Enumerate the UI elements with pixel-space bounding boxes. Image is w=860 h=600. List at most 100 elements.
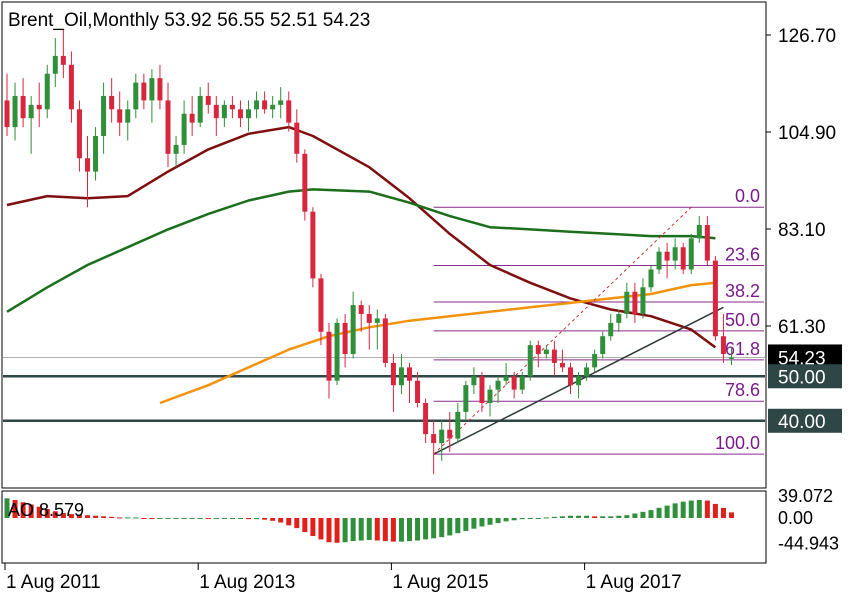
- candle-bullish[interactable]: [221, 100, 227, 128]
- candle-bearish[interactable]: [20, 78, 26, 128]
- candle-bearish[interactable]: [213, 95, 219, 137]
- candle-bearish[interactable]: [479, 371, 485, 412]
- candle-bearish[interactable]: [189, 95, 195, 137]
- candle-bearish[interactable]: [326, 322, 332, 399]
- candle-bearish[interactable]: [559, 349, 565, 372]
- candle-bullish[interactable]: [149, 69, 155, 123]
- candle-bullish[interactable]: [487, 385, 493, 417]
- candle-bullish[interactable]: [93, 127, 99, 181]
- y-axis-tick-label: 104.90: [778, 123, 836, 144]
- candle-bullish[interactable]: [471, 367, 477, 395]
- candle-bearish[interactable]: [68, 51, 74, 123]
- candle-bullish[interactable]: [543, 345, 549, 359]
- candle-bearish[interactable]: [511, 371, 517, 399]
- candle-bullish[interactable]: [133, 73, 139, 119]
- ao-histogram-bar: [262, 518, 268, 520]
- candle-bearish[interactable]: [117, 91, 123, 137]
- candle-bullish[interactable]: [519, 371, 525, 395]
- candle-bullish[interactable]: [44, 64, 50, 119]
- candle-bearish[interactable]: [664, 242, 670, 279]
- candle-bearish[interactable]: [76, 100, 82, 172]
- candle-bullish[interactable]: [334, 318, 340, 386]
- candle-bullish[interactable]: [197, 87, 203, 128]
- candle-bullish[interactable]: [648, 265, 654, 292]
- candle-bullish[interactable]: [101, 82, 107, 154]
- candle-bearish[interactable]: [632, 282, 638, 323]
- candle-bearish[interactable]: [358, 300, 364, 332]
- candle-bearish[interactable]: [447, 411, 453, 452]
- candle-bearish[interactable]: [366, 305, 372, 350]
- candle-bearish[interactable]: [85, 136, 90, 208]
- candle-bullish[interactable]: [374, 309, 380, 350]
- candle-bullish[interactable]: [527, 340, 533, 381]
- candle-bullish[interactable]: [592, 349, 598, 372]
- candle-bearish[interactable]: [431, 420, 437, 475]
- candle-body: [471, 376, 477, 386]
- candle-bullish[interactable]: [672, 238, 678, 270]
- candle-bearish[interactable]: [286, 91, 292, 132]
- candle-body: [463, 385, 469, 412]
- candle-bearish[interactable]: [109, 78, 115, 123]
- candle-bullish[interactable]: [624, 282, 630, 319]
- candle-bearish[interactable]: [407, 362, 412, 403]
- candle-bearish[interactable]: [535, 340, 541, 368]
- candle-bearish[interactable]: [4, 73, 10, 137]
- candle-bullish[interactable]: [656, 247, 662, 274]
- candle-bullish[interactable]: [52, 38, 58, 88]
- candle-bearish[interactable]: [165, 82, 171, 168]
- candle-bullish[interactable]: [495, 376, 501, 403]
- candle-bullish[interactable]: [688, 233, 694, 274]
- candle-bullish[interactable]: [729, 347, 734, 366]
- candle-bearish[interactable]: [551, 340, 557, 377]
- candle-bearish[interactable]: [229, 95, 235, 119]
- candle-bullish[interactable]: [12, 82, 18, 141]
- candle-bearish[interactable]: [720, 313, 726, 363]
- candle-bullish[interactable]: [608, 313, 614, 341]
- ao-histogram-bar: [358, 518, 364, 541]
- candle-bullish[interactable]: [439, 420, 445, 461]
- candle-bullish[interactable]: [246, 100, 251, 132]
- candle-bearish[interactable]: [423, 398, 429, 444]
- candle-bearish[interactable]: [568, 362, 573, 395]
- candle-bearish[interactable]: [157, 64, 163, 110]
- candle-bullish[interactable]: [600, 331, 606, 359]
- candle-bearish[interactable]: [680, 242, 686, 274]
- candle-bullish[interactable]: [254, 91, 260, 119]
- candle-bullish[interactable]: [270, 95, 276, 119]
- candle-bullish[interactable]: [455, 402, 461, 444]
- candle-bearish[interactable]: [712, 256, 718, 341]
- candle-bullish[interactable]: [278, 87, 284, 119]
- candle-bullish[interactable]: [463, 380, 469, 421]
- candle-bullish[interactable]: [181, 100, 187, 154]
- candle-bearish[interactable]: [205, 82, 211, 114]
- candle-bullish[interactable]: [28, 95, 34, 154]
- candle-bearish[interactable]: [60, 29, 66, 79]
- candle-bearish[interactable]: [390, 354, 396, 412]
- candle-bearish[interactable]: [318, 273, 324, 346]
- candle-bullish[interactable]: [640, 278, 646, 319]
- candle-bullish[interactable]: [576, 371, 582, 399]
- candle-bullish[interactable]: [616, 309, 622, 332]
- candle-bearish[interactable]: [704, 216, 710, 266]
- candle-bullish[interactable]: [503, 362, 509, 386]
- candle-bearish[interactable]: [262, 91, 268, 114]
- candle-bearish[interactable]: [294, 109, 300, 163]
- candle-bullish[interactable]: [398, 354, 404, 395]
- candle-bullish[interactable]: [696, 216, 702, 243]
- candle-body: [720, 336, 726, 355]
- candle-bearish[interactable]: [141, 73, 147, 110]
- candle-bullish[interactable]: [350, 291, 356, 359]
- candle-bearish[interactable]: [342, 313, 348, 368]
- candle-bearish[interactable]: [415, 371, 421, 408]
- candle-bullish[interactable]: [125, 100, 131, 141]
- y-axis-tick-label: 126.70: [778, 26, 836, 47]
- candle-bullish[interactable]: [173, 136, 179, 168]
- candle-bearish[interactable]: [237, 100, 243, 128]
- candle-bearish[interactable]: [302, 149, 308, 221]
- candle-bearish[interactable]: [382, 313, 388, 368]
- candle-bearish[interactable]: [36, 82, 42, 128]
- candle-bullish[interactable]: [584, 362, 590, 381]
- candle-bearish[interactable]: [310, 207, 316, 288]
- ao-histogram-bar: [302, 518, 308, 533]
